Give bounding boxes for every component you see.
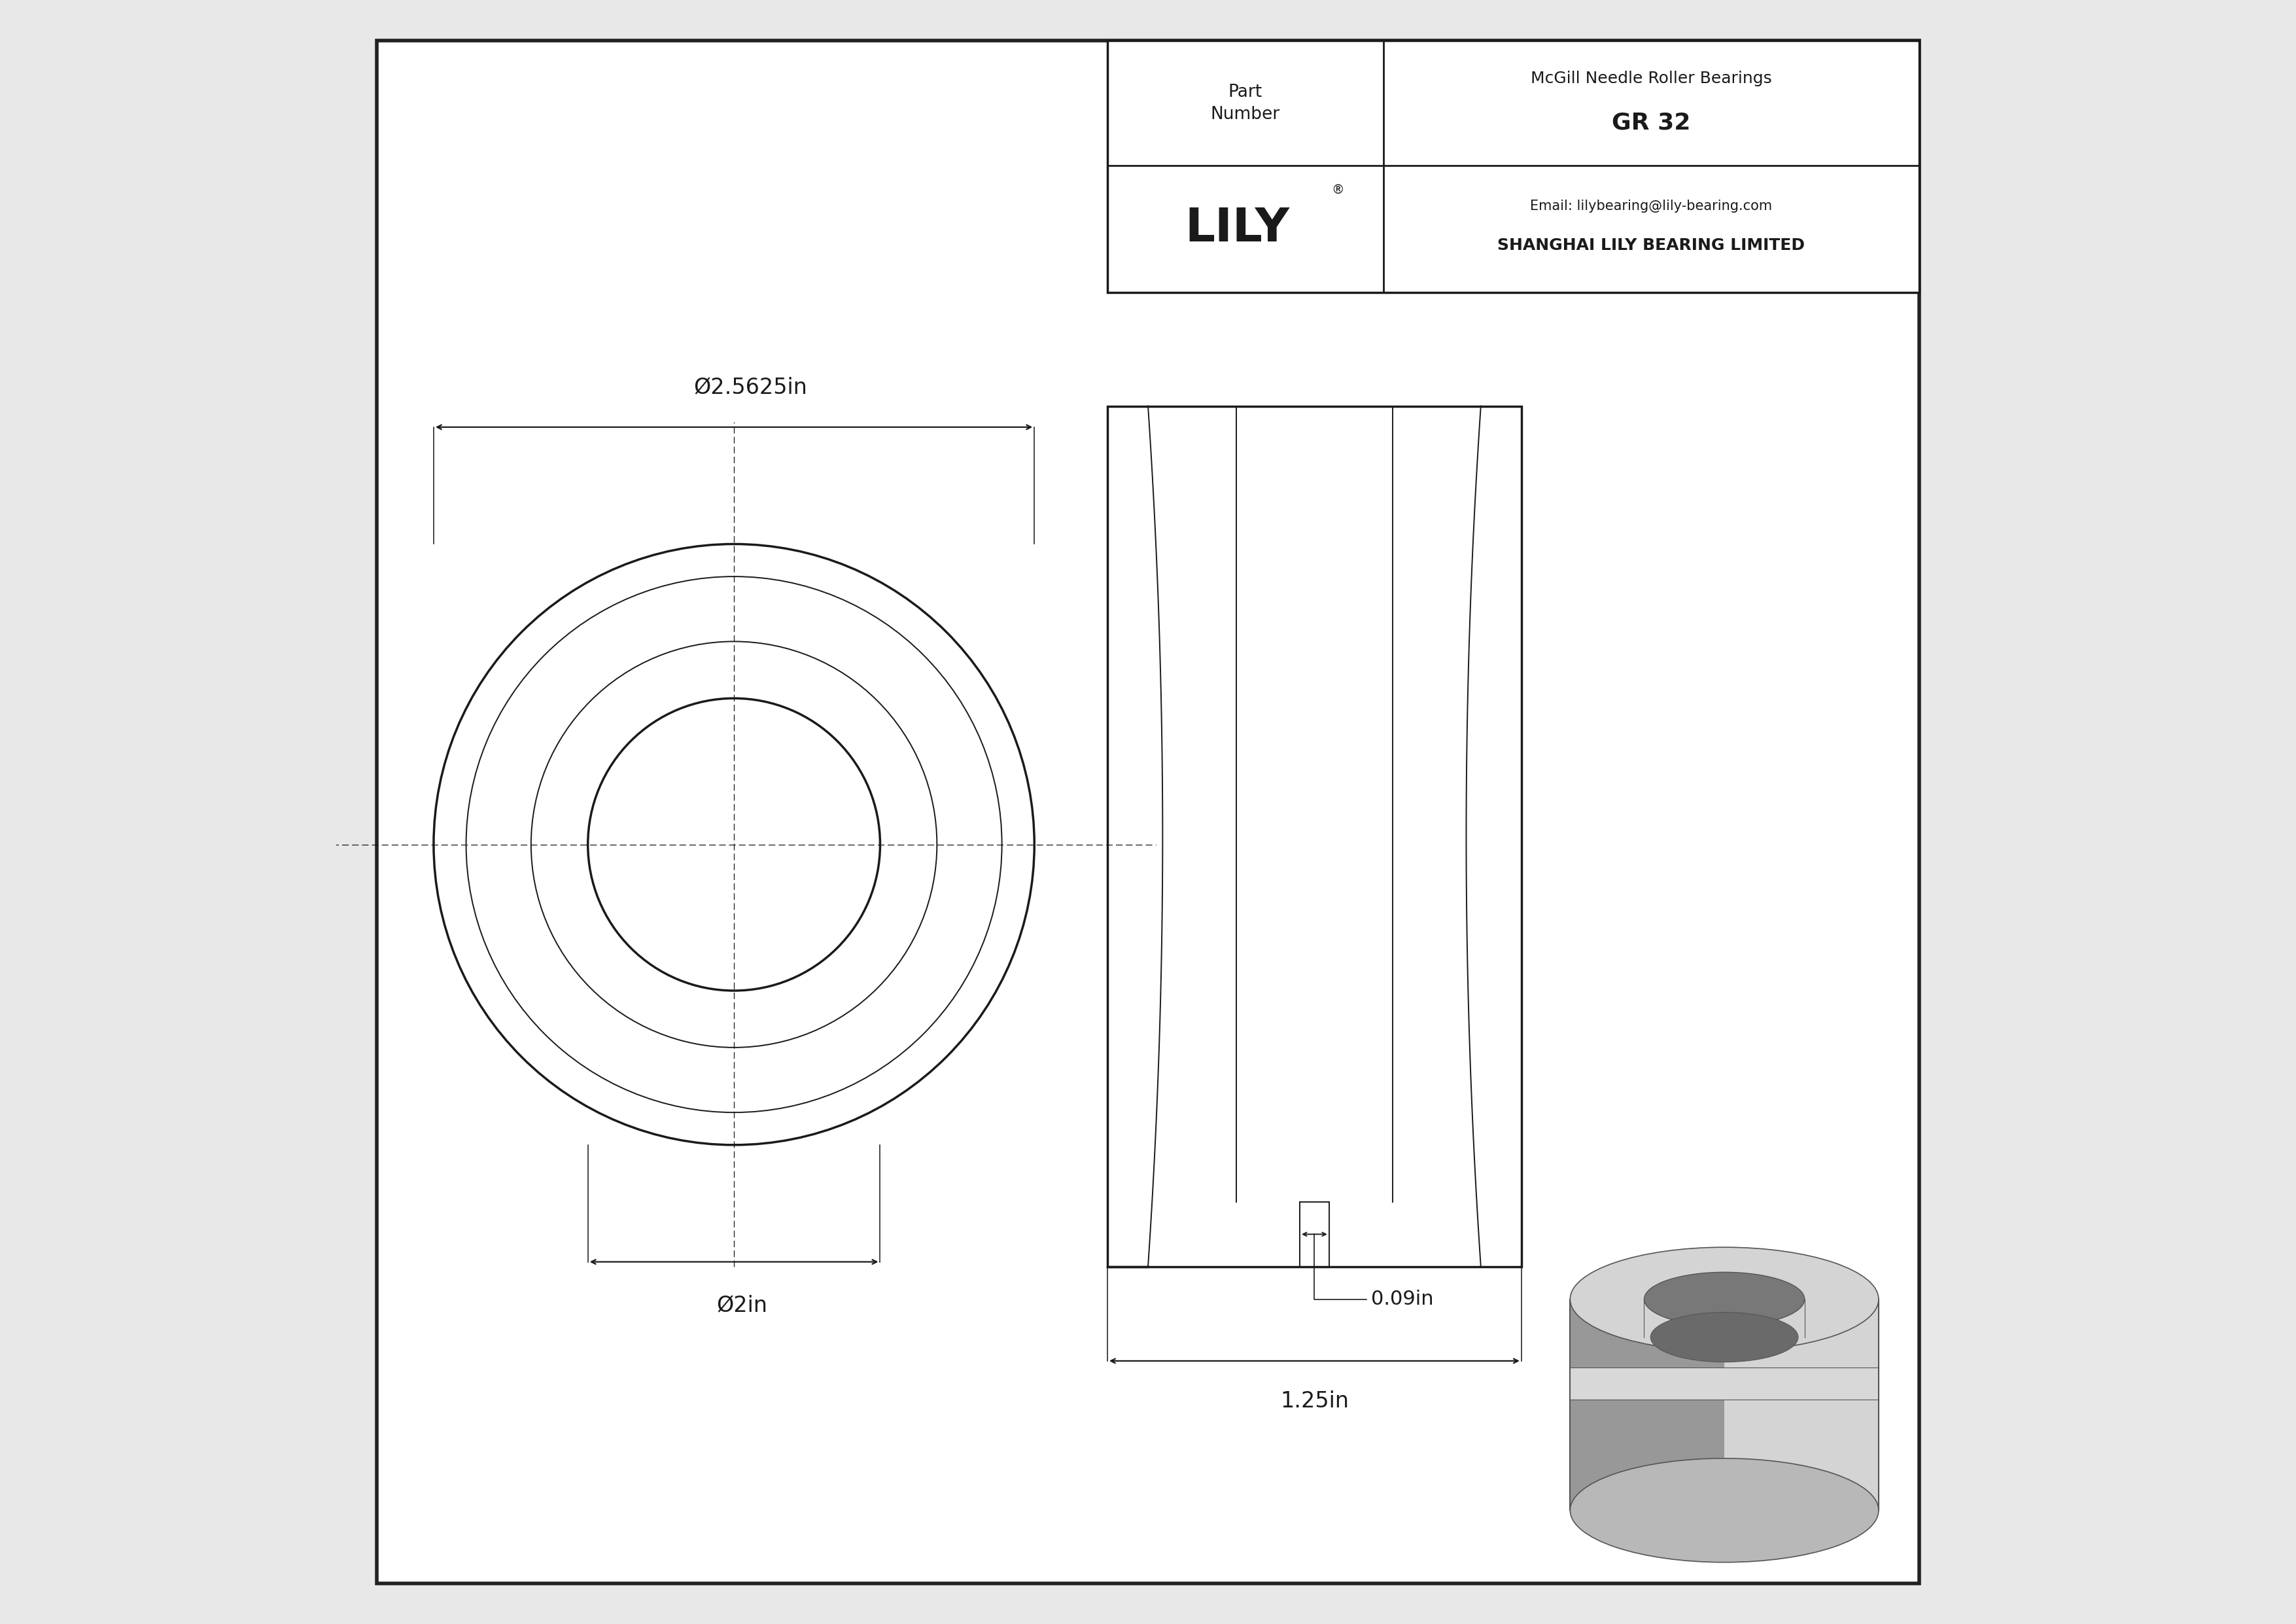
Ellipse shape <box>1651 1312 1798 1363</box>
Text: McGill Needle Roller Bearings: McGill Needle Roller Bearings <box>1531 71 1773 86</box>
Text: Part
Number: Part Number <box>1210 83 1281 123</box>
Circle shape <box>434 544 1035 1145</box>
Bar <box>1107 41 1919 292</box>
Text: 1.25in: 1.25in <box>1281 1390 1348 1411</box>
Ellipse shape <box>1570 1458 1878 1562</box>
Ellipse shape <box>1644 1272 1805 1327</box>
Bar <box>1724 1299 1878 1510</box>
Text: LILY: LILY <box>1185 206 1290 252</box>
Text: ®: ® <box>1332 184 1345 197</box>
Text: SHANGHAI LILY BEARING LIMITED: SHANGHAI LILY BEARING LIMITED <box>1497 237 1805 253</box>
Text: Ø2.5625in: Ø2.5625in <box>693 377 808 398</box>
Text: GR 32: GR 32 <box>1612 112 1690 133</box>
Text: Ø2in: Ø2in <box>716 1294 767 1315</box>
Text: 0.09in: 0.09in <box>1371 1289 1433 1309</box>
Bar <box>1570 1299 1724 1510</box>
Text: Email: lilybearing@lily-bearing.com: Email: lilybearing@lily-bearing.com <box>1529 200 1773 213</box>
Circle shape <box>588 698 879 991</box>
Bar <box>1570 1367 1878 1400</box>
Ellipse shape <box>1570 1247 1878 1351</box>
Bar <box>1570 1299 1878 1510</box>
Bar <box>1107 406 1522 1267</box>
